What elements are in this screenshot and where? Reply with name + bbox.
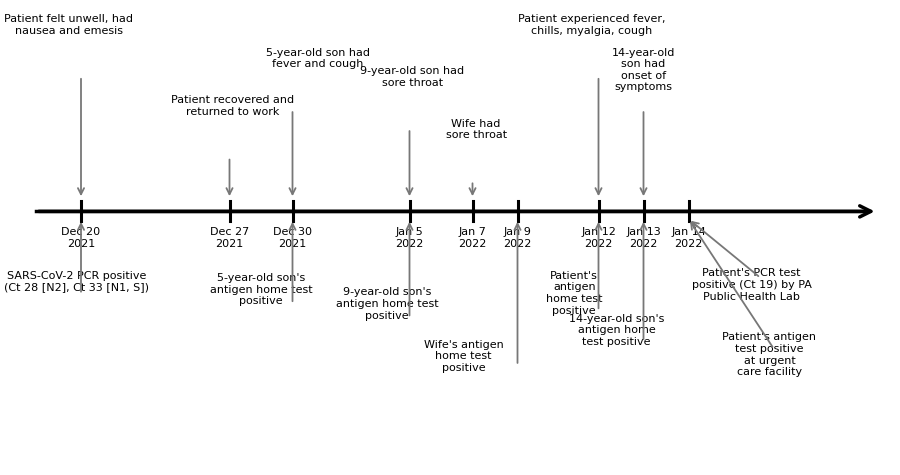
Text: Jan 12
2022: Jan 12 2022: [581, 227, 616, 248]
Text: Jan 13
2022: Jan 13 2022: [626, 227, 661, 248]
Text: Patient's
antigen
home test
positive: Patient's antigen home test positive: [546, 271, 602, 315]
Text: 14-year-old
son had
onset of
symptoms: 14-year-old son had onset of symptoms: [612, 48, 675, 92]
Text: Patient's PCR test
positive (Ct 19) by PA
Public Health Lab: Patient's PCR test positive (Ct 19) by P…: [691, 268, 812, 302]
Text: Dec 20
2021: Dec 20 2021: [61, 227, 101, 248]
Text: Wife's antigen
home test
positive: Wife's antigen home test positive: [424, 340, 503, 373]
Text: Jan 7
2022: Jan 7 2022: [458, 227, 487, 248]
Text: 14-year-old son's
antigen home
test positive: 14-year-old son's antigen home test posi…: [569, 314, 664, 347]
Text: Jan 9
2022: Jan 9 2022: [503, 227, 532, 248]
Text: 5-year-old son's
antigen home test
positive: 5-year-old son's antigen home test posit…: [210, 273, 312, 306]
Text: Dec 30
2021: Dec 30 2021: [273, 227, 312, 248]
Text: Dec 27
2021: Dec 27 2021: [210, 227, 249, 248]
Text: Patient experienced fever,
chills, myalgia, cough: Patient experienced fever, chills, myalg…: [518, 14, 665, 36]
Text: Patient felt unwell, had
nausea and emesis: Patient felt unwell, had nausea and emes…: [4, 14, 133, 36]
Text: Jan 5
2022: Jan 5 2022: [395, 227, 424, 248]
Text: 9-year-old son had
sore throat: 9-year-old son had sore throat: [360, 66, 464, 88]
Text: Jan 14
2022: Jan 14 2022: [671, 227, 706, 248]
Text: 5-year-old son had
fever and cough: 5-year-old son had fever and cough: [266, 48, 370, 69]
Text: Patient recovered and
returned to work: Patient recovered and returned to work: [171, 95, 294, 116]
Text: SARS-CoV-2 PCR positive
(Ct 28 [N2], Ct 33 [N1, S]): SARS-CoV-2 PCR positive (Ct 28 [N2], Ct …: [4, 271, 149, 292]
Text: 9-year-old son's
antigen home test
positive: 9-year-old son's antigen home test posit…: [336, 287, 438, 321]
Text: Wife had
sore throat: Wife had sore throat: [446, 119, 507, 140]
Text: Patient's antigen
test positive
at urgent
care facility: Patient's antigen test positive at urgen…: [723, 332, 816, 377]
